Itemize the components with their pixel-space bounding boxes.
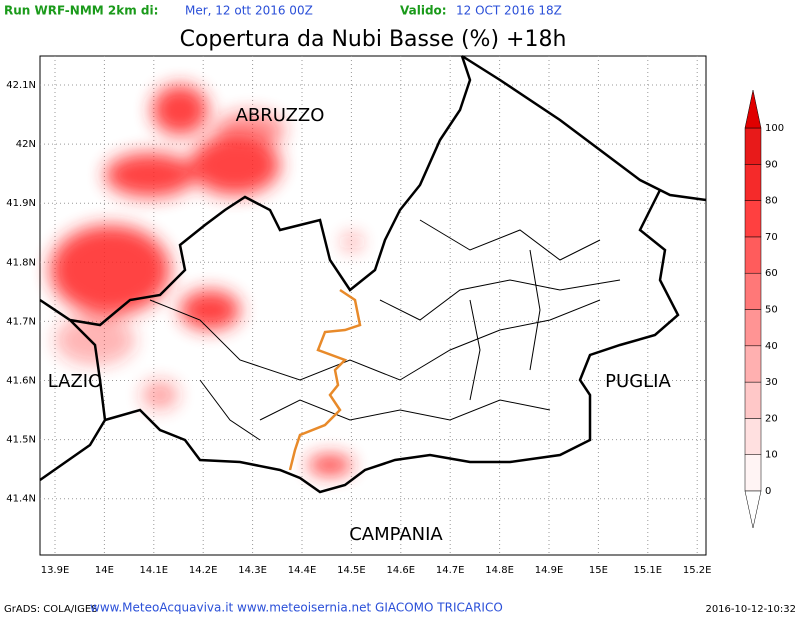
footer-source: GrADS: COLA/IGES — [4, 604, 98, 615]
lat-tick-label: 41.6N — [6, 376, 36, 387]
municipal-borders — [149, 219, 621, 441]
region-label: CAMPANIA — [349, 524, 443, 545]
lon-tick-label: 14E — [95, 565, 114, 576]
lon-tick-label: 14.9E — [535, 565, 564, 576]
lon-tick-label: 14.7E — [436, 565, 465, 576]
lon-tick-label: 14.3E — [238, 565, 267, 576]
colorbar-segment — [744, 236, 762, 274]
colorbar-label: 10 — [765, 450, 778, 461]
colorbar-label: 0 — [765, 486, 771, 497]
lon-tick-label: 14.8E — [485, 565, 514, 576]
lon-tick-label: 14.5E — [337, 565, 366, 576]
footer-credits: www.MeteoAcquaviva.it www.meteoisernia.n… — [90, 601, 503, 615]
molise-border — [104, 189, 680, 494]
lat-tick-label: 41.8N — [6, 257, 36, 268]
abruzzo-border — [39, 55, 472, 327]
run-date: Mer, 12 ott 2016 00Z — [185, 4, 313, 18]
colorbar-label: 100 — [765, 123, 784, 134]
lon-tick-label: 13.9E — [41, 565, 70, 576]
colorbar-bottom — [744, 490, 762, 529]
lat-tick-label: 42N — [16, 139, 36, 150]
colorbar-segment — [744, 200, 762, 238]
colorbar-label: 30 — [765, 377, 778, 388]
lazio-border — [39, 319, 107, 482]
colorbar-top — [744, 89, 762, 129]
cloud-cover — [50, 85, 362, 475]
lon-tick-label: 15.2E — [683, 565, 712, 576]
colorbar-segment — [744, 164, 762, 201]
title: Copertura da Nubi Basse (%) +18h — [180, 27, 567, 52]
lat-tick-label: 41.4N — [6, 494, 36, 505]
valid-date: 12 OCT 2016 18Z — [456, 4, 562, 18]
lat-tick-label: 42.1N — [6, 80, 36, 91]
lon-tick-label: 14.4E — [288, 565, 317, 576]
coast — [461, 54, 707, 202]
colorbar-segment — [744, 418, 762, 455]
province-border — [288, 288, 362, 471]
colorbar-label: 60 — [765, 268, 778, 279]
lat-tick-label: 41.7N — [6, 316, 36, 327]
colorbar-label: 50 — [765, 305, 778, 316]
grid — [40, 56, 706, 555]
region-label: PUGLIA — [605, 371, 671, 392]
region-label: LAZIO — [48, 371, 103, 392]
lon-tick-label: 15E — [589, 565, 608, 576]
lat-tick-label: 41.5N — [6, 435, 36, 446]
colorbar-segment — [744, 454, 762, 492]
colorbar-label: 90 — [765, 159, 778, 170]
colorbar-label: 40 — [765, 341, 778, 352]
lon-tick-label: 15.1E — [634, 565, 663, 576]
lon-tick-label: 14.6E — [387, 565, 416, 576]
frame — [39, 55, 707, 556]
map-area: ABRUZZO LAZIO PUGLIA CAMPANIA — [39, 54, 707, 556]
colorbar-segment — [744, 309, 762, 347]
lon-tick-label: 14.1E — [140, 565, 169, 576]
run-label: Run WRF-NMM 2km di: — [4, 4, 158, 18]
valid-label: Valido: — [400, 4, 447, 18]
lon-tick-label: 14.2E — [189, 565, 218, 576]
colorbar-segment — [744, 272, 762, 310]
colorbar: 0 10 20 30 40 50 60 70 80 90 100 — [744, 89, 784, 529]
colorbar-segment — [744, 127, 762, 165]
region-label: ABRUZZO — [236, 105, 325, 126]
colorbar-label: 20 — [765, 413, 778, 424]
colorbar-label: 70 — [765, 232, 778, 243]
colorbar-segment — [744, 345, 762, 383]
footer-timestamp: 2016-10-12-10:32 — [705, 604, 796, 615]
colorbar-label: 80 — [765, 196, 778, 207]
lat-tick-label: 41.9N — [6, 198, 36, 209]
colorbar-segment — [744, 381, 762, 419]
